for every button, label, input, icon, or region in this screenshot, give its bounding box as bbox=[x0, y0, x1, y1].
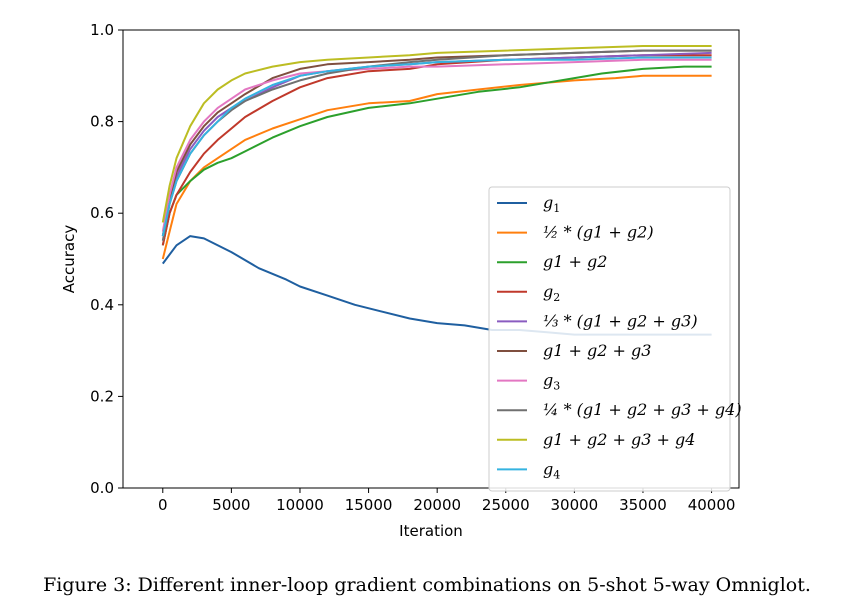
legend-label: g1 + g2 bbox=[543, 252, 607, 271]
y-tick-label: 0.8 bbox=[90, 113, 114, 131]
x-tick-label: 10000 bbox=[276, 496, 324, 514]
legend-label: ¼ * (g1 + g2 + g3 + g4) bbox=[543, 400, 742, 419]
x-tick-label: 5000 bbox=[212, 496, 250, 514]
y-axis-title: Accuracy bbox=[60, 225, 78, 294]
y-tick-label: 0.2 bbox=[90, 387, 114, 405]
legend-box bbox=[488, 186, 731, 492]
y-axis-ticks: 0.0 0.2 0.4 0.6 0.8 1.0 bbox=[90, 21, 123, 497]
legend-label: g1 + g2 + g3 bbox=[543, 341, 651, 360]
series-line-10 bbox=[161, 56, 712, 237]
y-tick-label: 0.4 bbox=[90, 296, 114, 314]
x-tick-label: 40000 bbox=[688, 496, 736, 514]
figure-caption: Figure 3: Different inner-loop gradient … bbox=[43, 574, 811, 596]
plot-frame bbox=[122, 29, 740, 489]
series-line-3 bbox=[161, 65, 712, 246]
legend-label: g1 + g2 + g3 + g4 bbox=[543, 430, 695, 449]
x-tick-label: 0 bbox=[158, 496, 168, 514]
x-axis-title: Iteration bbox=[399, 522, 463, 540]
y-tick-label: 0.0 bbox=[90, 479, 114, 497]
series-line-7 bbox=[161, 58, 712, 232]
x-tick-label: 15000 bbox=[345, 496, 393, 514]
legend-label: ⅓ * (g1 + g2 + g3) bbox=[543, 311, 698, 330]
y-tick-label: 1.0 bbox=[90, 21, 114, 39]
series-line-9 bbox=[161, 45, 712, 223]
x-tick-label: 25000 bbox=[482, 496, 530, 514]
x-tick-label: 30000 bbox=[551, 496, 599, 514]
legend-label: ½ * (g1 + g2) bbox=[543, 223, 654, 242]
x-axis-ticks: 0 5000 10000 15000 20000 25000 30000 35000 40000 bbox=[158, 488, 735, 514]
x-tick-label: 35000 bbox=[619, 496, 667, 514]
series-layer bbox=[161, 45, 712, 336]
x-tick-label: 20000 bbox=[413, 496, 461, 514]
y-tick-label: 0.6 bbox=[90, 204, 114, 222]
